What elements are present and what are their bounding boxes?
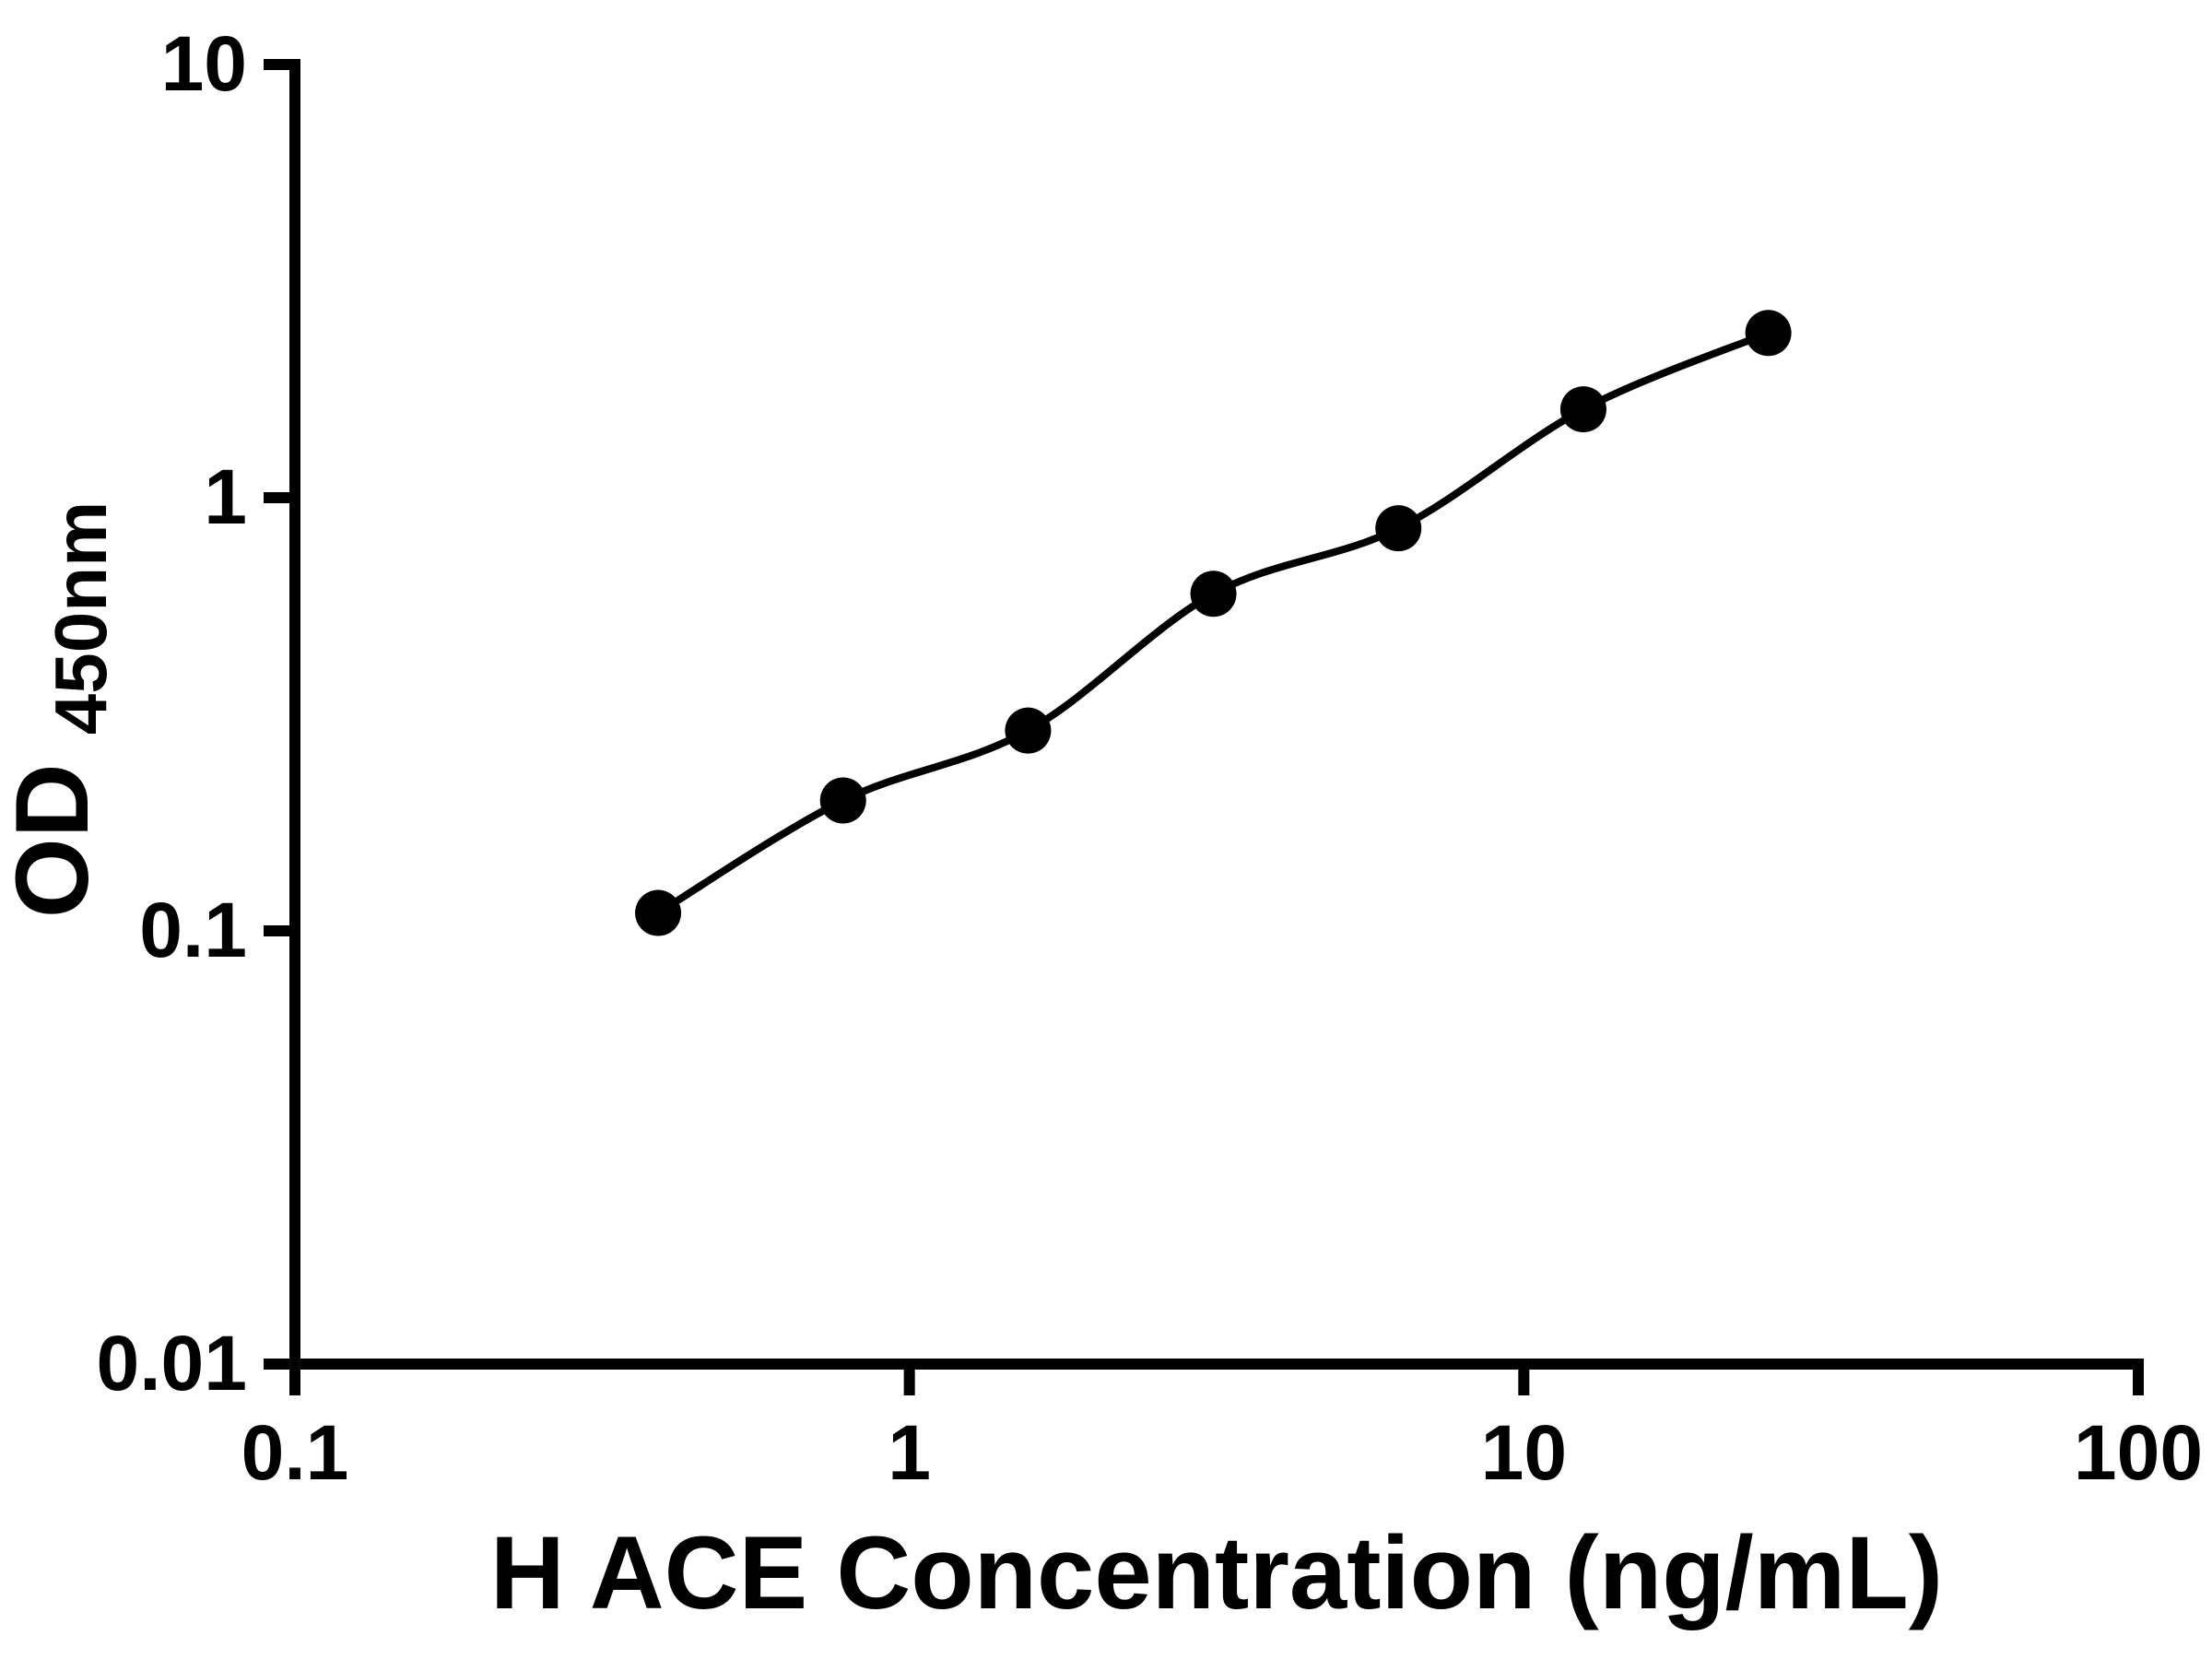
x-axis-tick-label: 1 — [888, 1409, 931, 1496]
data-point — [819, 777, 866, 824]
data-point — [1005, 707, 1052, 754]
y-axis-tick-label: 10 — [161, 20, 247, 107]
data-point — [635, 889, 682, 936]
data-point — [1190, 571, 1237, 618]
x-axis-tick-label: 0.1 — [241, 1409, 349, 1496]
axes — [289, 59, 2144, 1370]
y-axis-tick-label: 0.01 — [97, 1320, 248, 1406]
data-point — [1745, 310, 1792, 357]
y-axis-title-main: OD — [0, 763, 110, 918]
y-axis-title-subscript: 450nm — [40, 501, 122, 735]
axis-lines — [289, 59, 2144, 1370]
y-axis-tick-label: 0.1 — [139, 887, 247, 973]
x-axis-tick-label: 10 — [1481, 1409, 1567, 1496]
x-axis-tick-label: 100 — [2074, 1409, 2203, 1496]
x-axis-title: H ACE Concentration (ng/mL) — [490, 1515, 1943, 1630]
data-series — [635, 310, 1792, 936]
y-axis-title: OD 450nm — [0, 501, 122, 919]
y-axis-tick-label: 1 — [204, 453, 247, 540]
data-point — [1559, 386, 1606, 433]
axis-ticks — [264, 59, 2144, 1395]
data-point — [1375, 505, 1422, 552]
